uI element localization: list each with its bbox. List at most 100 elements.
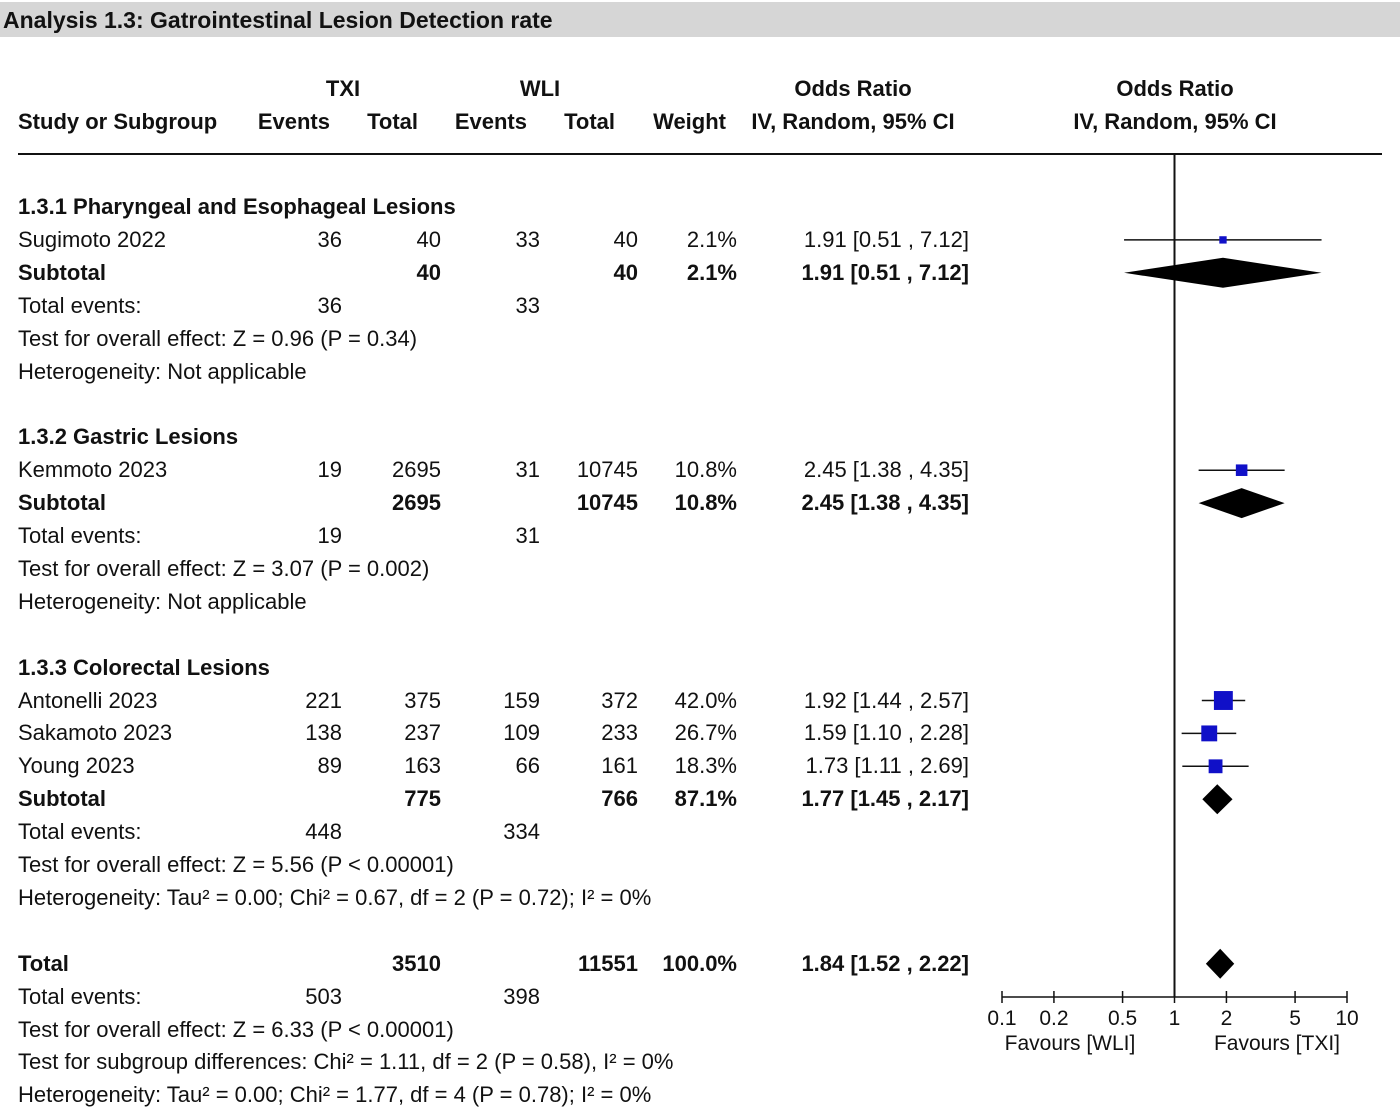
stat-note-label: Heterogeneity: Not applicable bbox=[18, 358, 307, 384]
study-point-marker bbox=[1219, 236, 1227, 244]
total-events-row-label: Total events: bbox=[18, 983, 142, 1009]
subtotal-row-w: 10.8% bbox=[674, 490, 737, 516]
total-events-row-e1: 448 bbox=[305, 819, 342, 845]
study-row-label: Kemmoto 2023 bbox=[18, 457, 168, 483]
x-tick-label: 5 bbox=[1289, 1007, 1301, 1030]
x-tick-label: 10 bbox=[1335, 1007, 1358, 1030]
study-row-w: 26.7% bbox=[674, 720, 737, 746]
study-row-w: 18.3% bbox=[674, 753, 737, 779]
pooled-diamond bbox=[1124, 257, 1322, 288]
study-row-label: Sugimoto 2022 bbox=[18, 226, 166, 252]
study-row-e2: 159 bbox=[503, 687, 540, 713]
study-row-t1: 163 bbox=[404, 753, 441, 779]
study-row-label: Antonelli 2023 bbox=[18, 687, 158, 713]
pooled-diamond bbox=[1205, 948, 1235, 979]
total-events-row-e2: 33 bbox=[515, 292, 540, 318]
x-tick-label: 2 bbox=[1221, 1007, 1233, 1030]
subgroup-heading-label: 1.3.2 Gastric Lesions bbox=[18, 424, 239, 450]
study-row-ci: 1.73 [1.11 , 2.69] bbox=[805, 753, 970, 779]
title-bar: Analysis 1.3: Gatrointestinal Lesion Det… bbox=[0, 2, 1400, 37]
study-row-e1: 138 bbox=[305, 720, 342, 746]
subtotal-row-t2: 11551 bbox=[578, 950, 638, 976]
x-tick-label: 0.1 bbox=[987, 1007, 1016, 1030]
total-events-row-label: Total events: bbox=[18, 523, 142, 548]
study-row-t1: 40 bbox=[416, 226, 441, 252]
study-row-t2: 10745 bbox=[576, 457, 638, 483]
header-rule bbox=[18, 153, 1382, 155]
subtotal-row-t2: 766 bbox=[601, 786, 638, 812]
x-tick-label: 0.5 bbox=[1108, 1007, 1137, 1030]
pooled-diamond bbox=[1202, 784, 1233, 815]
pooled-diamond bbox=[1198, 488, 1285, 519]
study-row-e2: 33 bbox=[515, 226, 540, 252]
study-point-marker bbox=[1208, 759, 1223, 774]
header-events2: Events bbox=[454, 109, 527, 134]
header-events1: Events bbox=[257, 109, 330, 134]
study-row-e1: 89 bbox=[317, 753, 342, 779]
stat-note-label: Test for overall effect: Z = 6.33 (P < 0… bbox=[18, 1016, 454, 1042]
stat-note-label: Test for overall effect: Z = 0.96 (P = 0… bbox=[18, 325, 418, 351]
header-group2: WLI bbox=[519, 76, 561, 101]
study-row-t1: 237 bbox=[404, 720, 441, 746]
stat-note-label: Heterogeneity: Not applicable bbox=[18, 588, 307, 614]
header-or-table: Odds Ratio bbox=[794, 76, 912, 101]
favours-left-label: Favours [WLI] bbox=[1005, 1032, 1136, 1055]
x-tick-label: 0.2 bbox=[1039, 1007, 1068, 1030]
total-events-row-e2: 334 bbox=[503, 819, 540, 845]
stat-note-label: Test for subgroup differences: Chi² = 1.… bbox=[18, 1049, 674, 1075]
study-row-t1: 375 bbox=[404, 687, 441, 713]
study-row-w: 10.8% bbox=[674, 457, 737, 483]
stat-note-label: Test for overall effect: Z = 5.56 (P < 0… bbox=[18, 852, 454, 877]
study-row-t2: 40 bbox=[613, 226, 638, 252]
header-method-table: IV, Random, 95% CI bbox=[751, 109, 955, 134]
total-events-row-e2: 398 bbox=[503, 983, 540, 1009]
study-row-t2: 372 bbox=[601, 687, 638, 713]
study-row-ci: 1.91 [0.51 , 7.12] bbox=[803, 226, 969, 252]
header-group1: TXI bbox=[325, 76, 361, 101]
study-point-marker bbox=[1201, 725, 1218, 742]
header-method-plot: IV, Random, 95% CI bbox=[1073, 109, 1277, 134]
subtotal-row-ci: 1.77 [1.45 , 2.17] bbox=[801, 786, 969, 812]
study-row-t1: 2695 bbox=[392, 457, 441, 483]
page-title: Analysis 1.3: Gatrointestinal Lesion Det… bbox=[3, 7, 553, 33]
study-row-label: Sakamoto 2023 bbox=[18, 720, 173, 746]
study-row-e2: 31 bbox=[515, 457, 540, 483]
study-row-ci: 2.45 [1.38 , 4.35] bbox=[803, 457, 969, 483]
study-row-t2: 161 bbox=[601, 753, 638, 779]
subtotal-row-w: 100.0% bbox=[662, 950, 737, 976]
x-tick-label: 1 bbox=[1169, 1007, 1181, 1030]
study-row-e1: 36 bbox=[317, 226, 342, 252]
total-events-row-label: Total events: bbox=[18, 292, 142, 318]
subtotal-row-t1: 40 bbox=[416, 259, 441, 285]
header-total2: Total bbox=[564, 109, 615, 134]
subtotal-row-ci: 2.45 [1.38 , 4.35] bbox=[801, 490, 969, 516]
study-row-e1: 19 bbox=[317, 457, 342, 483]
subtotal-row-t1: 775 bbox=[404, 786, 441, 812]
study-row-ci: 1.92 [1.44 , 2.57] bbox=[803, 687, 969, 713]
subtotal-row-label: Subtotal bbox=[18, 786, 106, 812]
total-events-row-e2: 31 bbox=[515, 523, 540, 548]
subgroup-heading-label: 1.3.1 Pharyngeal and Esophageal Lesions bbox=[18, 194, 456, 219]
header-weight: Weight bbox=[653, 109, 726, 134]
subtotal-row-t1: 3510 bbox=[392, 950, 441, 976]
stat-note-label: Heterogeneity: Tau² = 0.00; Chi² = 0.67,… bbox=[18, 884, 652, 910]
header-total1: Total bbox=[367, 109, 418, 134]
study-row-e2: 66 bbox=[515, 753, 540, 779]
subgroup-heading-label: 1.3.3 Colorectal Lesions bbox=[18, 654, 270, 680]
total-events-row-e1: 503 bbox=[305, 983, 342, 1009]
study-point-marker bbox=[1213, 691, 1233, 710]
stat-note-label: Test for overall effect: Z = 3.07 (P = 0… bbox=[18, 555, 430, 581]
study-row-w: 2.1% bbox=[686, 226, 737, 252]
subtotal-row-ci: 1.84 [1.52 , 2.22] bbox=[801, 950, 969, 976]
subtotal-row-ci: 1.91 [0.51 , 7.12] bbox=[801, 259, 969, 285]
total-events-row-e1: 19 bbox=[317, 523, 342, 548]
study-row-ci: 1.59 [1.10 , 2.28] bbox=[803, 720, 969, 746]
subtotal-row-w: 2.1% bbox=[686, 259, 737, 285]
subtotal-row-t1: 2695 bbox=[392, 490, 441, 516]
subtotal-row-label: Total bbox=[18, 950, 69, 976]
study-row-w: 42.0% bbox=[674, 687, 737, 713]
total-events-row-label: Total events: bbox=[18, 819, 142, 845]
total-events-row-e1: 36 bbox=[317, 292, 342, 318]
subtotal-row-t2: 40 bbox=[613, 259, 638, 285]
